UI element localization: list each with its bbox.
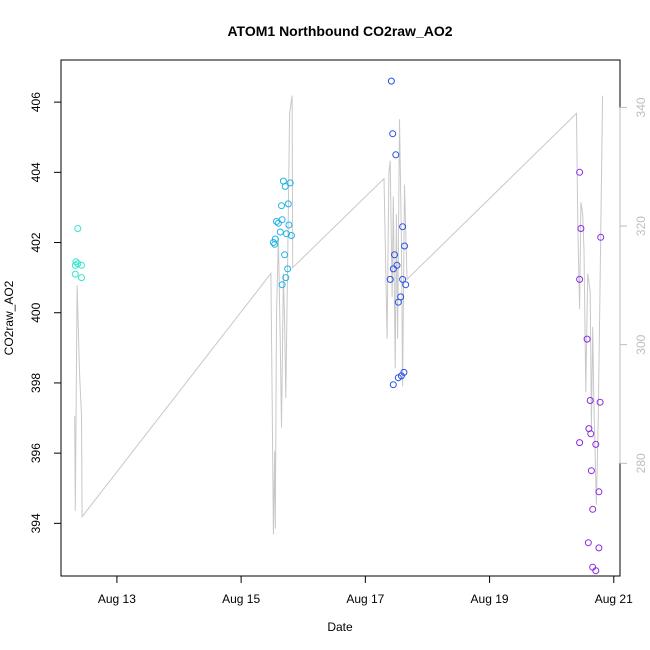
y-tick-label: 394 <box>29 513 43 533</box>
x-axis-label: Date <box>327 620 353 634</box>
data-point <box>402 281 410 289</box>
data-point <box>389 130 397 138</box>
y2-tick-label: 280 <box>634 453 648 473</box>
x-tick-label: Aug 15 <box>222 592 260 606</box>
line-series <box>74 95 604 535</box>
data-point <box>282 274 290 282</box>
data-point <box>78 274 85 282</box>
data-point <box>281 182 289 190</box>
data-point <box>74 260 82 268</box>
data-point <box>269 239 277 246</box>
data-point <box>577 225 585 232</box>
y-axis-label: CO2raw_AO2 <box>2 280 16 355</box>
data-point <box>391 251 398 259</box>
x-tick-label: Aug 13 <box>98 592 136 606</box>
data-point <box>278 202 285 210</box>
data-point <box>286 179 294 187</box>
data-point <box>584 539 592 547</box>
line-path <box>74 95 604 535</box>
data-point <box>597 233 605 241</box>
data-point <box>72 258 80 266</box>
data-point <box>586 397 594 404</box>
data-point <box>271 240 279 248</box>
data-point <box>281 251 289 259</box>
y-tick-label: 398 <box>29 373 43 393</box>
data-point <box>592 567 600 575</box>
y-axis-left: 394 396 398 400 402 404 406 <box>29 92 62 533</box>
y2-tick-label: 340 <box>634 97 648 117</box>
scatter-points <box>71 77 605 575</box>
y-tick-label: 396 <box>29 443 43 463</box>
data-point <box>576 275 584 283</box>
y-tick-label: 406 <box>29 92 43 112</box>
data-point <box>592 440 600 448</box>
data-point <box>399 223 407 231</box>
data-point <box>400 368 408 376</box>
data-point <box>78 261 85 269</box>
data-point <box>271 235 279 243</box>
data-point <box>389 265 397 273</box>
y-axis-right: 280 300 320 340 <box>619 97 648 473</box>
data-point <box>284 265 292 273</box>
data-point <box>283 230 290 238</box>
data-point <box>276 228 284 236</box>
x-axis: Aug 13 Aug 15 Aug 17 Aug 19 Aug 21 <box>98 575 633 606</box>
data-point <box>587 430 595 438</box>
data-point <box>596 398 604 406</box>
data-point <box>576 168 584 176</box>
data-point <box>392 151 400 159</box>
data-point <box>576 439 584 447</box>
data-point <box>399 275 407 283</box>
data-point <box>278 281 286 289</box>
data-point <box>589 505 597 513</box>
data-point <box>583 335 591 343</box>
data-point <box>595 488 603 496</box>
plot-frame <box>60 59 621 577</box>
data-point <box>386 275 394 283</box>
y-tick-label: 402 <box>29 232 43 252</box>
y2-tick-label: 320 <box>634 216 648 236</box>
data-point <box>394 298 402 306</box>
chart-title: ATOM1 Northbound CO2raw_AO2 <box>227 23 452 39</box>
y-tick-label: 400 <box>29 302 43 322</box>
data-point <box>285 221 293 229</box>
y-tick-label: 404 <box>29 162 43 182</box>
data-point <box>393 261 401 269</box>
data-point <box>389 381 397 389</box>
data-point <box>284 200 292 208</box>
x-tick-label: Aug 17 <box>346 592 384 606</box>
data-point <box>71 270 79 278</box>
x-tick-label: Aug 19 <box>471 592 509 606</box>
y2-tick-label: 300 <box>634 334 648 354</box>
data-point <box>278 216 286 224</box>
data-point <box>287 232 295 239</box>
data-point <box>401 242 408 250</box>
data-point <box>587 467 595 475</box>
x-tick-label: Aug 21 <box>595 592 633 606</box>
data-point <box>274 219 282 227</box>
data-point <box>387 77 395 85</box>
data-point <box>74 225 82 232</box>
data-point <box>595 544 603 552</box>
